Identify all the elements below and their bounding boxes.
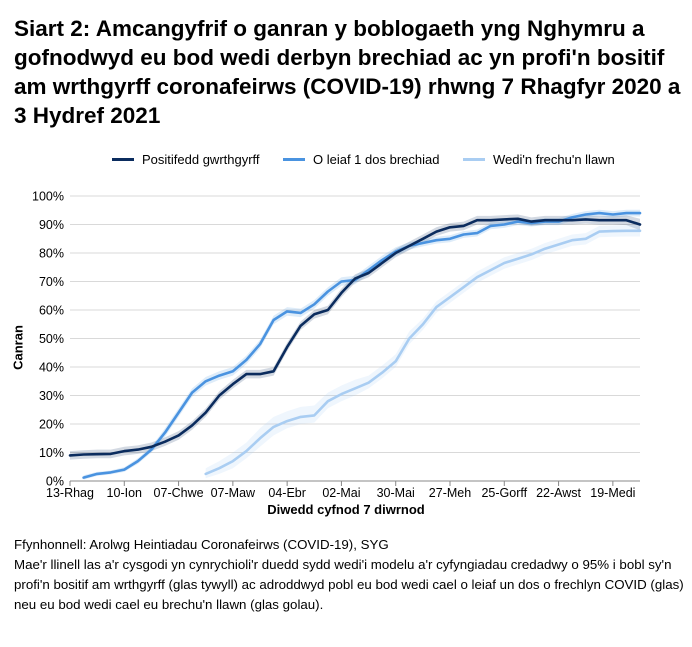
series-line-2	[204, 229, 642, 476]
y-tick-label: 40%	[39, 361, 64, 375]
legend-swatch-antibody	[112, 158, 134, 161]
legend-label-antibody: Positifedd gwrthgyrff	[142, 152, 260, 167]
x-tick-label: 13-Rhag	[46, 486, 94, 500]
x-tick-label: 22-Awst	[536, 486, 581, 500]
line-chart: 0% 10% 20% 30% 40% 50% 60% 70% 80% 90% 100% 13-Rhag…	[32, 190, 642, 500]
x-tick-label: 19-Medi	[590, 486, 635, 500]
x-tick-label: 04-Ebr	[268, 486, 306, 500]
legend-label-first-dose: O leiaf 1 dos brechiad	[313, 152, 440, 167]
x-axis-label: Diwedd cyfnod 7 diwrnod	[267, 502, 425, 517]
x-tick-label: 07-Maw	[211, 486, 256, 500]
y-tick-label: 80%	[39, 247, 64, 261]
y-tick-label: 30%	[39, 389, 64, 403]
x-tick-label: 02-Mai	[322, 486, 360, 500]
x-tick-label: 10-Ion	[107, 486, 142, 500]
chart-title: Siart 2: Amcangyfrif o ganran y boblogae…	[14, 16, 681, 128]
footer: Ffynhonnell: Arolwg Heintiadau Coronafei…	[14, 535, 686, 615]
series-line-0	[68, 217, 642, 457]
x-tick-label: 30-Mai	[377, 486, 415, 500]
confidence-band-2	[205, 225, 640, 479]
y-tick-label: 50%	[39, 332, 64, 346]
y-tick-label: 0%	[46, 475, 64, 489]
x-tick-label: 25-Gorff	[481, 486, 527, 500]
y-tick-label: 90%	[39, 218, 64, 232]
y-tick-label: 60%	[39, 304, 64, 318]
legend-label-fully-vaccinated: Wedi'n frechu'n llawn	[493, 152, 615, 167]
legend-swatch-fully-vaccinated	[463, 158, 485, 161]
legend-item-antibody: Positifedd gwrthgyrff	[112, 152, 260, 167]
legend-item-first-dose: O leiaf 1 dos brechiad	[283, 152, 439, 167]
x-tick-label: 27-Meh	[429, 486, 471, 500]
y-tick-label: 70%	[39, 275, 64, 289]
y-tick-label: 100%	[32, 190, 64, 204]
y-tick-label: 20%	[39, 418, 64, 432]
legend-swatch-first-dose	[283, 158, 305, 161]
legend-item-fully-vaccinated: Wedi'n frechu'n llawn	[463, 152, 615, 167]
legend: Positifedd gwrthgyrff O leiaf 1 dos brec…	[0, 152, 692, 172]
source-note: Ffynhonnell: Arolwg Heintiadau Coronafei…	[14, 537, 389, 552]
x-tick-label: 07-Chwe	[154, 486, 204, 500]
y-tick-label: 10%	[39, 446, 64, 460]
methodology-note: Mae'r llinell las a'r cysgodi yn cynrych…	[14, 557, 684, 612]
